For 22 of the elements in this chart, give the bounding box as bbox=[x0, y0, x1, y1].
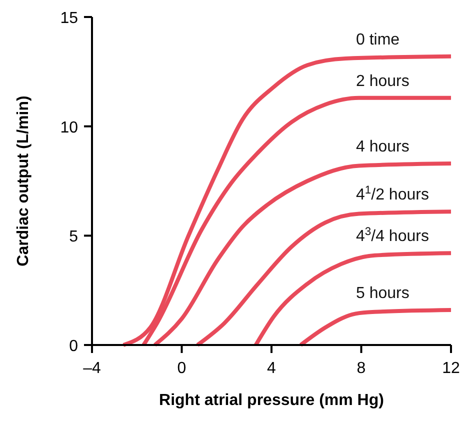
x-tick-label: 0 bbox=[177, 360, 186, 377]
series-label: 4 hours bbox=[356, 138, 410, 156]
series-label: 2 hours bbox=[356, 72, 410, 90]
x-tick-label: 8 bbox=[356, 360, 366, 377]
line-series bbox=[152, 162, 453, 347]
series-label: 0 time bbox=[356, 31, 400, 48]
line-series bbox=[254, 251, 453, 347]
x-tick-label: –4 bbox=[83, 360, 101, 377]
y-tick-label: 5 bbox=[69, 228, 78, 246]
series-label: 4$^{1}$/2 hours bbox=[356, 184, 429, 204]
line-series bbox=[195, 210, 453, 347]
line-series bbox=[298, 308, 453, 347]
x-tick-label: 12 bbox=[442, 360, 460, 377]
series-label: 5 hours bbox=[356, 285, 410, 302]
y-tick-label: 0 bbox=[69, 338, 78, 355]
series-label: 4$^{3}$/4 hours bbox=[356, 226, 429, 246]
x-tick-label: 4 bbox=[267, 360, 276, 377]
y-tick-label: 15 bbox=[60, 10, 78, 27]
line-series bbox=[121, 54, 453, 347]
y-tick-label: 10 bbox=[60, 119, 78, 136]
y-axis-title: Cardiac output (L/min) bbox=[15, 96, 32, 266]
x-axis-title: Right atrial pressure (mm Hg) bbox=[159, 392, 384, 409]
